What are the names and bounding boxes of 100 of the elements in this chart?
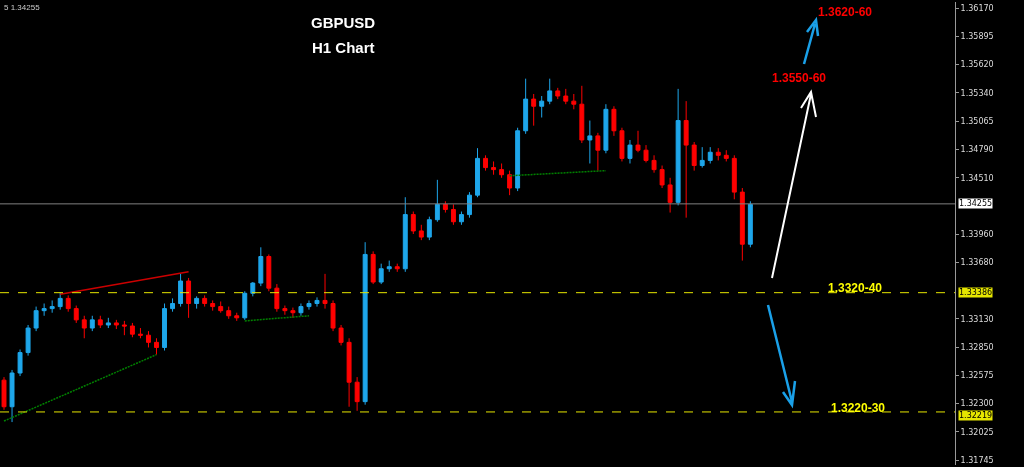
candlestick <box>258 246 264 287</box>
text: GBPUSD <box>311 14 376 31</box>
candlestick <box>507 170 513 196</box>
annotation: 1.3550-60 <box>772 71 827 85</box>
candlestick <box>619 127 625 162</box>
candlestick <box>483 154 488 172</box>
candlestick <box>539 95 545 118</box>
candlestick <box>282 305 288 316</box>
candlestick <box>274 283 280 313</box>
candlestick <box>467 191 472 219</box>
candlestick <box>378 263 384 285</box>
candlestick <box>81 315 87 339</box>
candlestick <box>202 294 208 308</box>
candlestick <box>691 141 697 172</box>
y-tick-label: 1.35895 <box>960 32 994 42</box>
candlestick <box>146 330 151 348</box>
candlestick <box>579 85 585 144</box>
candlestick <box>25 324 31 357</box>
candlestick <box>475 147 480 198</box>
candlestick <box>555 87 561 100</box>
candlestick <box>426 216 432 241</box>
candlestick <box>170 297 176 313</box>
candlestick <box>739 187 745 262</box>
candlestick <box>338 324 344 346</box>
candlestick <box>129 322 135 338</box>
annotation: 1.3220-30 <box>831 401 886 415</box>
candlestick <box>370 250 376 285</box>
candlestick <box>643 144 649 163</box>
y-tick-label: 1.35065 <box>960 116 994 126</box>
y-tick-label: 1.32850 <box>960 343 994 353</box>
candlestick <box>515 127 521 192</box>
candlestick <box>635 130 641 153</box>
candlestick <box>17 349 23 377</box>
y-tick-label: 1.33130 <box>960 314 994 324</box>
text: H1 Chart <box>312 39 375 56</box>
candlestick <box>707 146 713 164</box>
annotation: 1.3620-60 <box>818 5 873 19</box>
candlestick <box>41 303 47 317</box>
candlestick <box>458 211 464 226</box>
candlestick <box>226 306 232 320</box>
candlestick <box>386 260 392 273</box>
candlestick <box>603 103 609 154</box>
candlestick <box>354 376 360 412</box>
candlestick <box>611 105 617 137</box>
candlestick <box>1 376 7 411</box>
candlestick <box>587 120 593 164</box>
candlestick <box>659 165 665 189</box>
candlestick <box>121 320 127 336</box>
candlestick <box>314 296 320 308</box>
candlestick <box>178 273 184 308</box>
y-tick-label: 1.35340 <box>960 88 994 98</box>
candlestick <box>266 253 272 292</box>
candlestick <box>531 93 537 127</box>
candlestick <box>154 337 159 356</box>
candlestick <box>731 154 737 200</box>
y-tick-label: 1.33960 <box>960 229 994 239</box>
candlestick <box>571 93 577 110</box>
ref-line-label: 1.34255 <box>959 199 993 208</box>
candlestick <box>651 154 657 174</box>
candlestick <box>194 295 200 310</box>
candlestick <box>290 307 296 319</box>
candlestick <box>523 78 529 135</box>
candlestick <box>491 160 497 176</box>
candlestick <box>242 290 248 321</box>
ref-line-label: 1.32219 <box>959 411 993 420</box>
candlestick <box>450 203 456 226</box>
candlestick <box>595 132 601 172</box>
candlestick <box>9 369 15 423</box>
candlestick <box>137 327 143 339</box>
candlestick <box>89 315 95 332</box>
candlestick <box>699 146 705 169</box>
candlestick <box>747 200 753 248</box>
candlestick <box>73 305 79 324</box>
candlestick <box>563 88 569 105</box>
y-tick-label: 1.32025 <box>960 427 994 437</box>
candlestick <box>210 299 216 312</box>
candlestick <box>723 149 729 162</box>
candlestick <box>65 294 71 313</box>
ref-line-label: 1.33386 <box>959 288 993 297</box>
y-tick-label: 1.31745 <box>960 456 994 466</box>
candlestick <box>547 78 553 105</box>
candlestick <box>715 147 721 161</box>
candlestick <box>186 277 192 319</box>
candlestick <box>97 315 103 329</box>
candlestick <box>667 177 673 214</box>
annotation: 5 1.34255 <box>4 3 41 12</box>
candlestick <box>162 303 167 352</box>
candlestick <box>33 306 39 332</box>
candlestick <box>402 196 408 273</box>
candlestick <box>330 299 336 332</box>
candlestick <box>105 317 111 329</box>
candlestick <box>49 299 55 314</box>
candlestick <box>250 281 256 297</box>
candlestick <box>322 273 328 310</box>
y-tick-label: 1.35620 <box>960 60 994 70</box>
candlestick <box>410 211 416 235</box>
candlestick <box>346 337 352 408</box>
candlestick <box>218 300 224 314</box>
y-tick-label: 1.34510 <box>960 173 994 183</box>
annotation: 1.3320-40 <box>828 281 883 295</box>
